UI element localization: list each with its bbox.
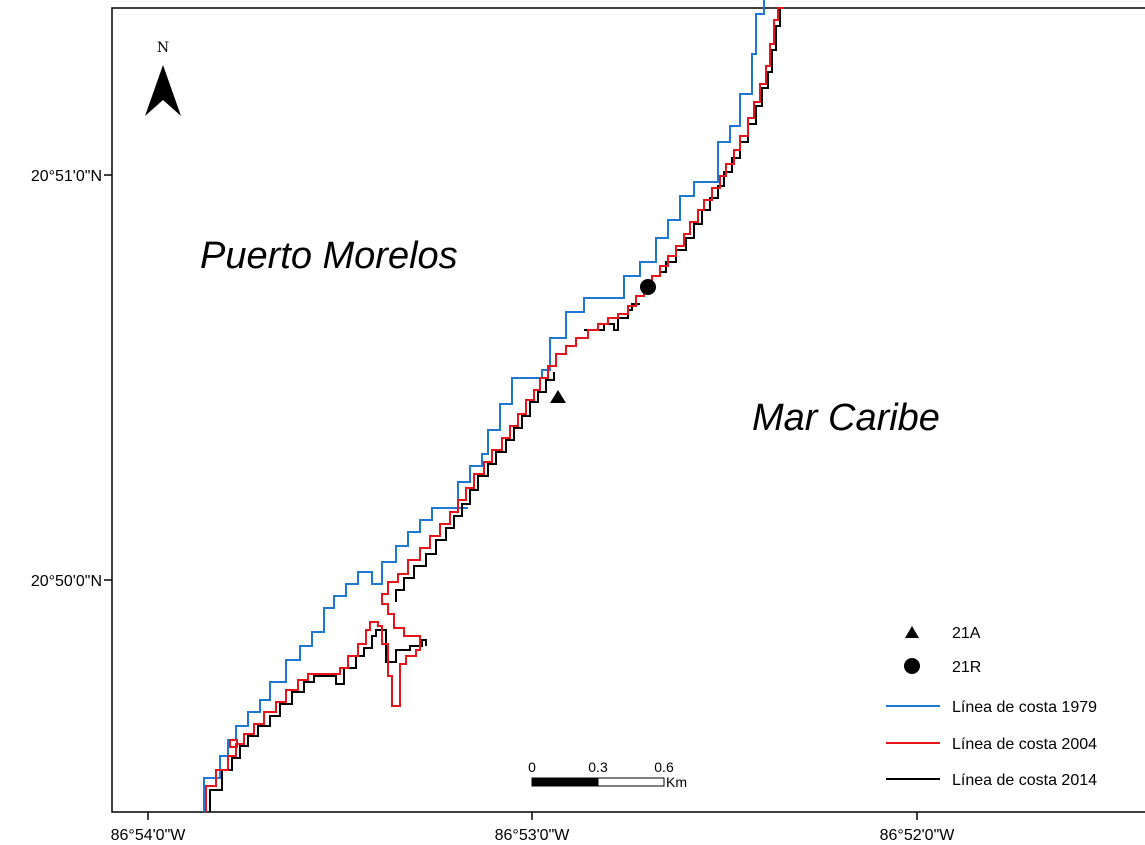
site-21r-marker bbox=[640, 279, 656, 295]
sea-label: Mar Caribe bbox=[752, 397, 940, 439]
scale-tick-0: 0 bbox=[528, 759, 536, 775]
scale-tick-1: 0.3 bbox=[588, 759, 608, 775]
scale-unit: Km bbox=[666, 774, 687, 790]
coastline-2004 bbox=[205, 7, 784, 812]
lat-label-2: 20°50'0"N bbox=[31, 573, 102, 590]
site-21a-marker bbox=[550, 390, 566, 403]
lon-label-2: 86°53'0"W bbox=[495, 827, 571, 844]
axis-ticks bbox=[104, 174, 918, 820]
north-arrow-icon bbox=[145, 65, 181, 116]
coastline-2004-fragment bbox=[229, 739, 238, 748]
legend-coast-1979-label: Línea de costa 1979 bbox=[952, 699, 1097, 716]
legend-site-21r-icon bbox=[904, 658, 920, 674]
coastline-2014 bbox=[209, 8, 781, 812]
legend: 21A 21R Línea de costa 1979 Línea de cos… bbox=[886, 625, 1097, 789]
coastline-1979 bbox=[203, 0, 765, 812]
legend-coast-2004-label: Línea de costa 2004 bbox=[952, 736, 1097, 753]
lon-label-3: 86°52'0"W bbox=[880, 827, 956, 844]
legend-site-21a-label: 21A bbox=[952, 625, 981, 642]
scale-tick-2: 0.6 bbox=[654, 759, 674, 775]
lon-label-1: 86°54'0"W bbox=[111, 827, 187, 844]
map-border bbox=[111, 7, 1145, 813]
lat-label-1: 20°51'0"N bbox=[31, 168, 102, 185]
scale-bar bbox=[531, 777, 665, 787]
legend-site-21a-icon bbox=[905, 626, 919, 638]
land-label: Puerto Morelos bbox=[200, 235, 458, 277]
legend-coast-2014-label: Línea de costa 2014 bbox=[952, 772, 1097, 789]
north-label: N bbox=[157, 40, 169, 56]
legend-site-21r-label: 21R bbox=[952, 659, 981, 676]
